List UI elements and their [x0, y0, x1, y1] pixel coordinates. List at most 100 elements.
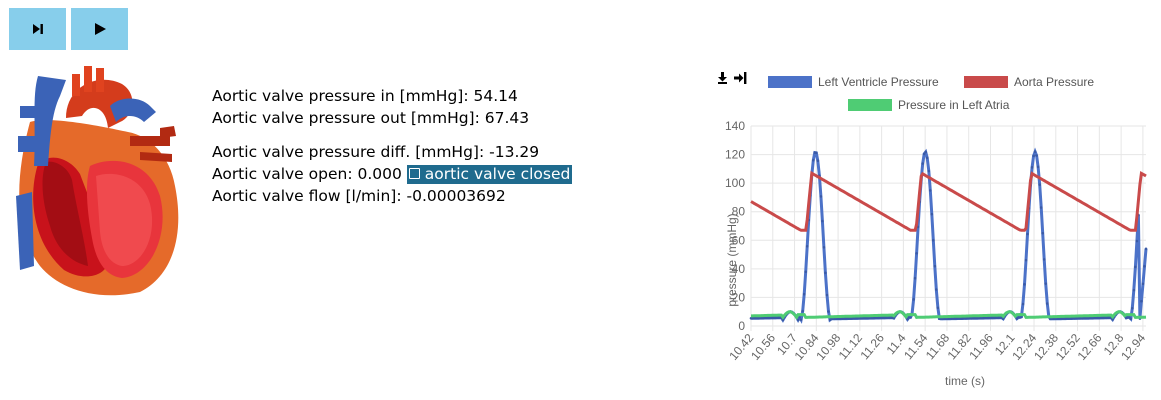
chart-grid [750, 125, 1146, 331]
data-point [928, 189, 932, 192]
data-point [799, 318, 803, 322]
step-forward-button[interactable] [9, 8, 66, 50]
data-point [1035, 154, 1038, 157]
data-point [930, 212, 934, 216]
data-point [932, 238, 935, 242]
data-point [1023, 283, 1026, 286]
data-point [1143, 265, 1146, 268]
data-point [1042, 258, 1046, 261]
data-point [1129, 317, 1133, 321]
data-point [822, 245, 826, 249]
data-point [1135, 239, 1139, 243]
data-point [815, 151, 818, 155]
data-point [801, 309, 804, 313]
legend-swatch [848, 99, 892, 111]
data-point [933, 264, 937, 268]
data-point [913, 276, 917, 280]
data-point [927, 169, 931, 173]
data-point [912, 298, 915, 301]
x-tick-label: 11.26 [857, 331, 887, 363]
x-axis-label: time (s) [945, 374, 985, 388]
data-point [1026, 232, 1029, 236]
data-point [1024, 258, 1028, 262]
x-tick-label: 11.12 [836, 331, 866, 363]
legend-label: Left Ventricle Pressure [818, 75, 939, 89]
y-axis-label: pressure (mmHg) [725, 213, 739, 306]
x-tick-label: 11.82 [945, 331, 975, 363]
data-point [1044, 282, 1048, 285]
y-tick-label: 0 [738, 319, 745, 333]
pressure-out-text: Aortic valve pressure out [mmHg]: 67.43 [212, 109, 530, 127]
legend-label: Aorta Pressure [1014, 75, 1094, 89]
data-point [936, 306, 940, 310]
data-point [1030, 166, 1034, 169]
y-axis: 0 20 40 60 80 100 120 140 [725, 119, 745, 333]
data-point [906, 317, 909, 321]
data-point [1039, 206, 1043, 209]
valve-flow-text: Aortic valve flow [l/min]: -0.00003692 [212, 187, 506, 205]
data-point [819, 195, 823, 198]
y-tick-label: 20 [732, 290, 746, 304]
sign-in-icon[interactable] [734, 72, 747, 84]
play-button[interactable] [71, 8, 128, 50]
y-tick-label: 80 [732, 205, 746, 219]
heart-illustration [16, 66, 179, 296]
data-point [909, 316, 912, 319]
valve-status-badge: aortic valve closed [406, 165, 573, 184]
x-axis: 10.4210.5610.710.8410.9811.1211.2611.411… [726, 331, 1148, 363]
data-point [1134, 265, 1137, 269]
pressure-in-text: Aortic valve pressure in [mmHg]: 54.14 [212, 87, 518, 105]
data-point [796, 318, 800, 322]
legend-label: Pressure in Left Atria [898, 98, 1010, 112]
x-tick-label: 11.54 [901, 331, 931, 363]
x-tick-label: 12.94 [1118, 331, 1148, 363]
x-tick-label: 11.96 [966, 331, 996, 363]
data-point [1033, 150, 1037, 154]
data-point [802, 292, 806, 296]
data-point [824, 271, 827, 275]
data-point [921, 162, 924, 165]
y-tick-label: 120 [725, 148, 745, 162]
data-point [922, 152, 926, 156]
x-tick-label: 10.56 [748, 331, 778, 363]
data-point [805, 244, 809, 248]
data-point [1141, 282, 1145, 286]
data-point [798, 316, 801, 319]
data-point [1111, 318, 1114, 321]
step-forward-icon [32, 24, 43, 34]
data-point [1001, 317, 1005, 321]
valve-readout: Aortic valve pressure in [mmHg]: 54.14 A… [212, 85, 573, 207]
data-point [811, 158, 815, 162]
y-tick-label: 40 [732, 262, 746, 276]
valve-status-text: aortic valve closed [424, 165, 571, 183]
data-point [1132, 288, 1136, 292]
data-point [804, 270, 807, 274]
legend-swatch [964, 76, 1008, 88]
data-point [1140, 299, 1143, 303]
data-point [825, 293, 829, 297]
y-tick-label: 140 [725, 119, 745, 133]
data-point [827, 310, 830, 313]
data-point [821, 219, 824, 223]
data-point [1020, 315, 1023, 319]
checkbox-icon [408, 168, 420, 179]
play-icon [94, 23, 106, 35]
valve-open-row: Aortic valve open: 0.000 aortic valve cl… [212, 163, 573, 185]
legend-swatch [768, 76, 812, 88]
x-tick-label: 10.98 [813, 331, 843, 363]
series-line [751, 310, 1147, 320]
data-point [925, 156, 929, 160]
data-point [781, 318, 785, 322]
download-icon[interactable] [718, 72, 727, 84]
data-point [915, 251, 918, 255]
data-point [1038, 183, 1041, 187]
data-point [1041, 231, 1044, 235]
data-point [1036, 165, 1040, 169]
valve-open-text: Aortic valve open: 0.000 [212, 165, 402, 183]
y-tick-label: 100 [725, 176, 745, 190]
data-point [1045, 302, 1049, 305]
series-line [750, 170, 1147, 232]
chart-toolbar [718, 72, 747, 84]
chart-series [749, 147, 1148, 324]
data-point [816, 159, 820, 163]
